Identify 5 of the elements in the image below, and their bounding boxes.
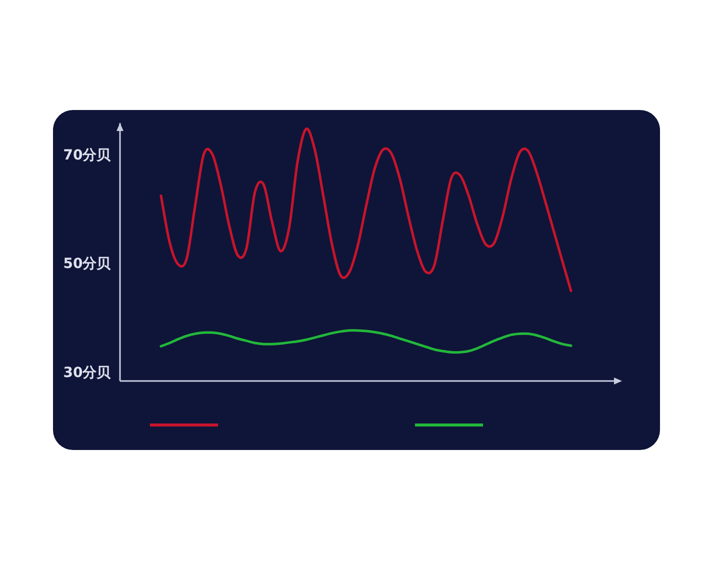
y-tick-label: 70分贝 — [63, 148, 112, 164]
line-series — [160, 329, 572, 354]
y-tick-label: 50分贝 — [63, 256, 112, 272]
y-tick-label: 30分贝 — [63, 364, 112, 381]
line-series — [160, 128, 572, 292]
